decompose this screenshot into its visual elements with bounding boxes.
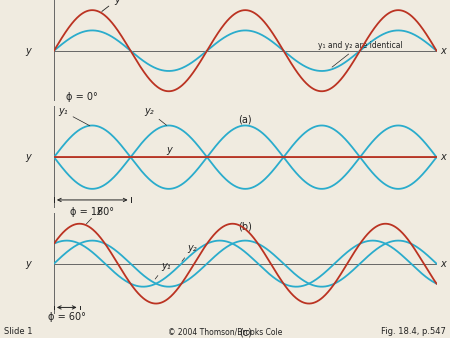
Text: x: x xyxy=(440,46,446,56)
Text: x: x xyxy=(440,152,446,162)
Text: ϕ = 0°: ϕ = 0° xyxy=(66,92,98,102)
Text: Slide 1: Slide 1 xyxy=(4,327,33,336)
Text: y₁: y₁ xyxy=(58,106,90,126)
Text: y: y xyxy=(25,46,31,56)
Text: y₂: y₂ xyxy=(182,243,197,261)
Text: © 2004 Thomson/Brooks Cole: © 2004 Thomson/Brooks Cole xyxy=(168,327,282,336)
Text: y₂: y₂ xyxy=(144,106,166,125)
Text: y: y xyxy=(86,206,102,224)
Text: y: y xyxy=(102,0,120,11)
Text: (a): (a) xyxy=(238,115,252,125)
Text: x: x xyxy=(440,259,446,269)
Text: Fig. 18.4, p.547: Fig. 18.4, p.547 xyxy=(381,327,446,336)
Text: y₁ and y₂ are identical: y₁ and y₂ are identical xyxy=(318,41,402,67)
Text: y₁: y₁ xyxy=(155,261,171,279)
Text: ϕ = 180°: ϕ = 180° xyxy=(70,207,114,217)
Text: y: y xyxy=(25,259,31,269)
Text: (b): (b) xyxy=(238,221,252,231)
Text: y: y xyxy=(166,145,171,155)
Text: (c): (c) xyxy=(239,328,252,338)
Text: y: y xyxy=(25,152,31,162)
Text: ϕ = 60°: ϕ = 60° xyxy=(48,313,86,322)
